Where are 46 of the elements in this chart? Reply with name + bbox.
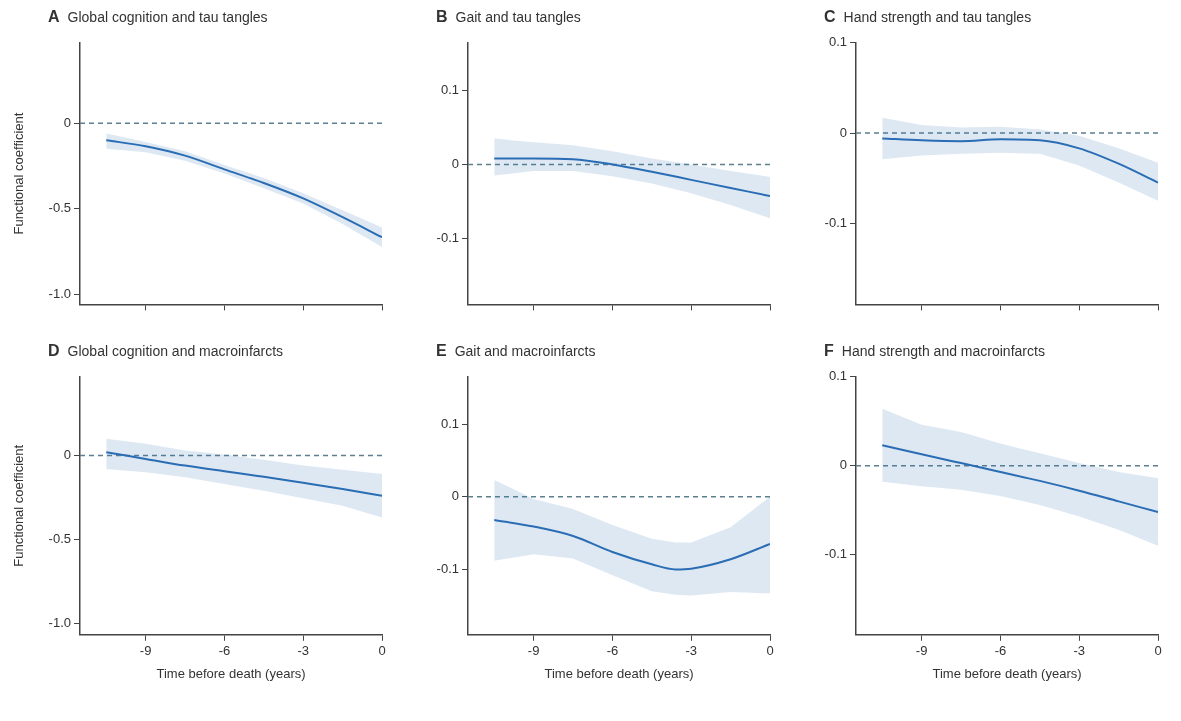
- y-tick-label: 0.1: [828, 34, 847, 50]
- chart-title: C Hand strength and tau tangles: [824, 8, 1032, 25]
- y-tick-label: -0.1: [824, 546, 847, 562]
- y-tick-label: -0.5: [48, 530, 71, 546]
- x-axis-title: Time before death (years): [932, 665, 1082, 681]
- x-tick-label: -3: [685, 643, 697, 659]
- line-series: [881, 137, 1158, 184]
- y-tick-label: 0.1: [440, 415, 459, 431]
- chart-title: A Global cognition and tau tangles: [48, 8, 268, 25]
- x-tick-label: -9: [915, 643, 928, 659]
- y-tick-label: 0: [839, 124, 847, 140]
- y-tick-label: -0.1: [436, 560, 459, 576]
- chart-title: E Gait and macroinfarcts: [436, 342, 596, 359]
- y-tick-label: -1.0: [48, 285, 71, 301]
- x-tick-label: 0: [378, 643, 386, 659]
- y-tick-label: 0.1: [440, 82, 459, 98]
- y-tick-label: -0.1: [436, 229, 459, 245]
- x-tick-label: 0: [1154, 643, 1162, 659]
- x-tick-label: -9: [139, 643, 152, 659]
- y-axis-title: Functional coefficient: [11, 444, 27, 567]
- y-tick-label: 0: [451, 155, 459, 171]
- chart-title: F Hand strength and macroinfarcts: [824, 342, 1045, 359]
- y-tick-label: 0: [839, 457, 847, 473]
- x-axis-title: Time before death (years): [544, 665, 694, 681]
- x-tick-label: -9: [527, 643, 540, 659]
- x-tick-label: -3: [297, 643, 309, 659]
- y-tick-label: -1.0: [48, 614, 71, 630]
- chart-title: B Gait and tau tangles: [436, 8, 581, 25]
- line-series: [881, 444, 1158, 514]
- y-tick-label: -0.1: [824, 214, 847, 230]
- line-series: [105, 451, 382, 497]
- y-tick-label: 0: [63, 447, 71, 463]
- line-series: [493, 518, 770, 571]
- y-tick-label: -0.5: [48, 200, 71, 216]
- y-axis-title: Functional coefficient: [11, 112, 27, 235]
- x-axis-title: Time before death (years): [156, 665, 306, 681]
- x-tick-label: -3: [1073, 643, 1085, 659]
- line-series: [493, 157, 770, 198]
- chart-title: D Global cognition and macroinfarcts: [48, 342, 284, 359]
- x-tick-label: -6: [606, 643, 619, 659]
- y-tick-label: 0.1: [828, 368, 847, 384]
- y-tick-label: 0: [451, 488, 459, 504]
- y-tick-label: 0: [63, 114, 71, 130]
- x-tick-label: 0: [766, 643, 774, 659]
- x-tick-label: -6: [218, 643, 231, 659]
- x-tick-label: -6: [994, 643, 1007, 659]
